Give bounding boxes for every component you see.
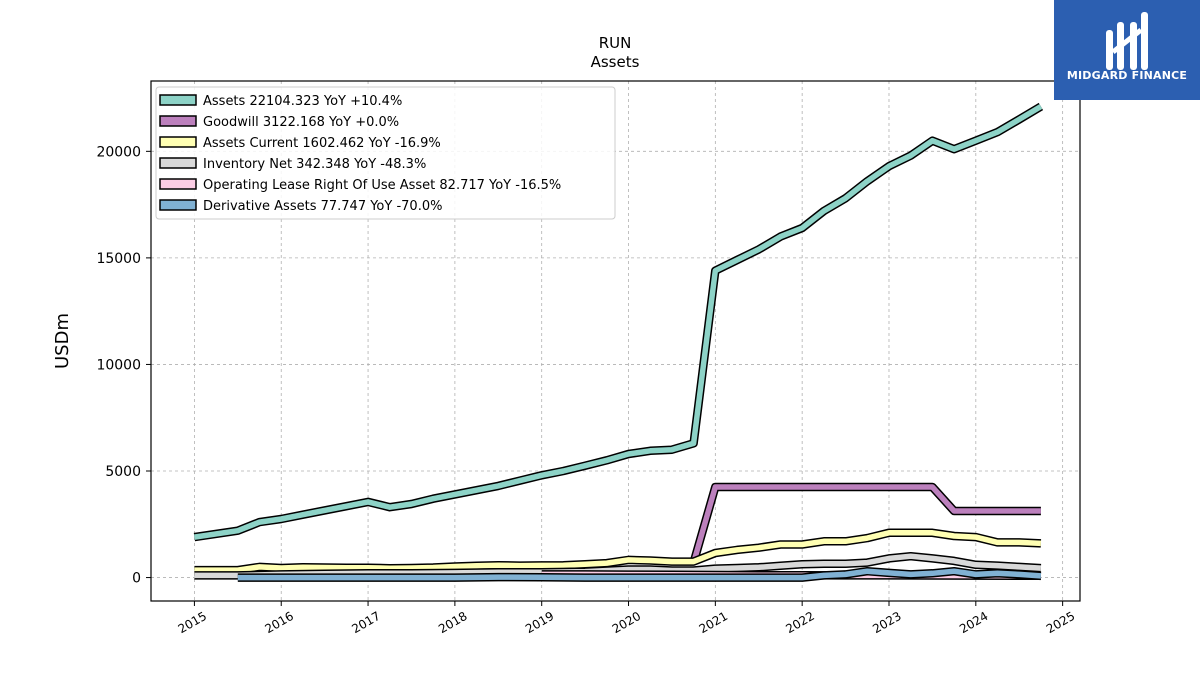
x-tick-label: 2017 [349,609,382,636]
legend-item: Derivative Assets 77.747 YoY -70.0% [159,199,442,214]
series-line-5 [237,566,1042,582]
series-line-2 [194,528,1042,575]
brand-logo: MIDGARD FINANCE [1054,0,1200,100]
plot-frame [150,80,1081,602]
x-tick-label: 2018 [436,609,469,636]
y-axis-label: USDm [52,313,73,369]
chart-subtitle: Assets [591,53,640,71]
legend: Assets 22104.323 YoY +10.4% Goodwill 3122… [155,86,616,220]
legend-label: Operating Lease Right Of Use Asset 82.71… [203,178,561,193]
legend-label: Assets Current 1602.462 YoY -16.9% [203,136,441,151]
y-tick-label: 5000 [105,464,141,480]
series-outline [194,528,1042,575]
series-line-1 [689,482,1041,564]
series-stroke [194,530,1042,573]
series-stroke [194,553,1042,579]
legend-swatch [159,115,197,127]
x-tick-label: 2015 [176,609,209,636]
x-tick-label: 2022 [783,609,816,636]
x-tick-label: 2020 [610,609,643,636]
legend-label: Goodwill 3122.168 YoY +0.0% [203,115,399,130]
legend-swatch [159,199,197,211]
y-tick-label: 15000 [96,251,141,267]
x-tick-label: 2019 [523,609,556,636]
legend-item: Assets Current 1602.462 YoY -16.9% [159,136,441,151]
brand-name: MIDGARD FINANCE [1066,69,1188,82]
series-line-0 [193,102,1044,542]
chart-title: RUN [599,34,632,52]
legend-item: Inventory Net 342.348 YoY -48.3% [159,157,426,172]
series-stroke [237,568,1042,581]
y-tick-label: 20000 [96,144,141,160]
legend-item: Operating Lease Right Of Use Asset 82.71… [159,178,561,193]
series-stroke [690,484,1041,564]
brand-mark-icon [1106,12,1148,70]
legend-swatch [159,94,197,106]
series-line-3 [194,551,1042,580]
legend-swatch [159,157,197,169]
x-tick-label: 2024 [957,609,990,636]
legend-label: Derivative Assets 77.747 YoY -70.0% [203,199,442,214]
y-tick-label: 0 [132,571,141,587]
legend-item: Goodwill 3122.168 YoY +0.0% [159,115,399,130]
x-tick-label: 2025 [1044,609,1077,636]
x-tick-label: 2016 [263,609,296,636]
legend-item: Assets 22104.323 YoY +10.4% [159,94,402,109]
x-tick-label: 2021 [697,609,730,636]
y-tick-label: 10000 [96,357,141,373]
x-tick-label: 2023 [870,609,903,636]
series-lines [193,102,1044,582]
legend-label: Assets 22104.323 YoY +10.4% [203,94,402,109]
series-stroke [193,104,1043,540]
legend-label: Inventory Net 342.348 YoY -48.3% [203,157,426,172]
legend-swatch [159,136,197,148]
legend-box [155,86,616,220]
legend-swatch [159,178,197,190]
